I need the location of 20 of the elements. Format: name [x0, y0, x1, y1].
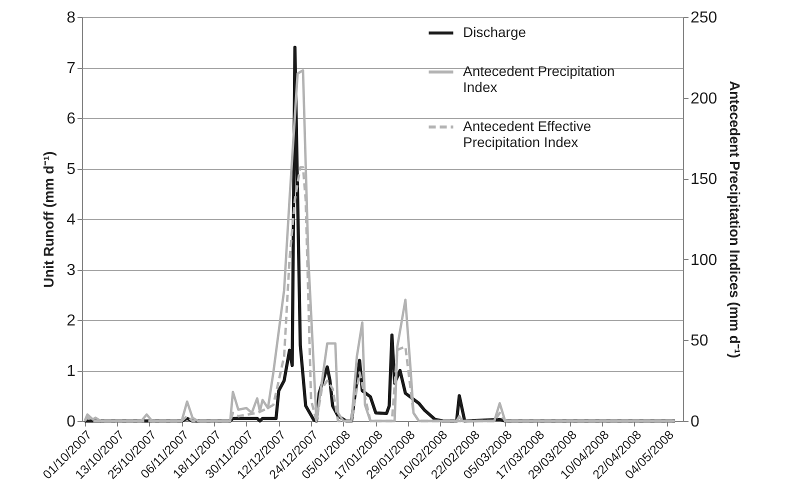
y2-tick-label: 50	[690, 332, 708, 350]
legend-label: Discharge	[463, 24, 526, 40]
legend-label: Antecedent Precipitation Index	[463, 63, 615, 95]
legend-label: Antecedent Effective Precipitation Index	[463, 118, 592, 150]
y-tick-label: 1	[66, 363, 76, 380]
y-tick-label: 0	[66, 414, 76, 430]
y2-tick-label: 100	[690, 252, 718, 269]
y2-tick-label: 200	[690, 90, 718, 108]
y2-tick-label: 150	[690, 171, 718, 188]
y-axis-title: Unit Runoff (mm d⁻¹)	[40, 151, 57, 288]
y-tick-label: 6	[66, 110, 76, 128]
y-tick-label: 4	[66, 212, 76, 228]
y2-tick-label: 0	[690, 414, 700, 430]
y-tick-label: 8	[66, 10, 76, 26]
y-tick-label: 3	[66, 262, 76, 279]
y-tick-label: 7	[66, 60, 76, 77]
y-tick-label: 2	[66, 312, 76, 330]
y2-tick-label: 250	[690, 10, 718, 26]
y2-axis-title: Antecedent Precipitation Indices (mm d⁻¹)	[727, 80, 744, 358]
y-tick-label: 5	[66, 161, 76, 178]
